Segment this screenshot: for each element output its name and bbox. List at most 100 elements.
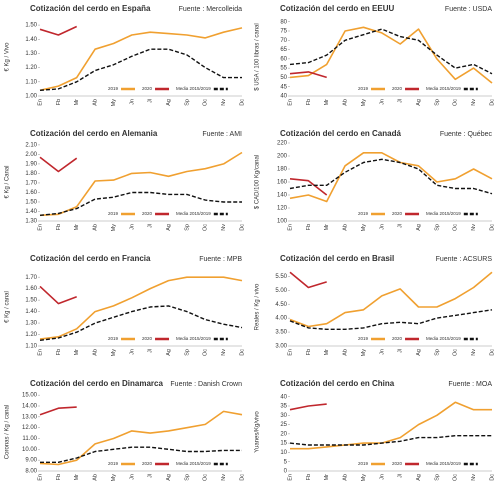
legend-label: 2019 [358, 86, 369, 91]
x-tick-label: Oc [203, 224, 209, 231]
chart-title: Cotización del cerdo en España [30, 4, 151, 13]
x-tick-label: Oc [203, 349, 209, 356]
y-tick-label: 1.50 [25, 200, 37, 206]
x-tick-label: Sp [434, 474, 440, 481]
chart-panel: Cotización del cerdo en China Fuente : MO… [255, 379, 496, 481]
y-axis-label: € Kg / Canal [5, 165, 11, 198]
x-tick-label: Nv [221, 474, 227, 481]
chart-panel: Cotización del cerdo en España Fuente : M… [5, 4, 246, 106]
y-tick-label: 1.90 [25, 162, 37, 168]
x-tick-label: Jl [398, 474, 404, 478]
x-tick-label: Nv [471, 349, 477, 356]
x-tick-label: Jl [398, 349, 404, 353]
y-tick-label: 4.00 [275, 316, 287, 322]
chart-title: Cotización del cerdo en Dinamarca [30, 379, 163, 388]
series-line [39, 285, 77, 305]
x-tick-label: Dc [489, 224, 495, 231]
x-tick-label: Ag [416, 349, 422, 356]
series-line [39, 27, 243, 92]
legend-label: 2020 [142, 86, 153, 91]
series-line [289, 403, 327, 411]
x-tick-label: Mr [74, 349, 80, 356]
legend-label: Media 2015/2019 [426, 211, 461, 216]
legend-label: 2019 [358, 336, 369, 341]
y-axis-label: $ CAD/100 Kg/canal [255, 155, 261, 209]
x-tick-label: Fb [56, 474, 62, 480]
y-tick-label: 2.10 [25, 142, 37, 148]
x-tick-label: Sp [434, 349, 440, 356]
legend-label: 2020 [392, 461, 403, 466]
legend-label: 2019 [108, 461, 119, 466]
x-tick-label: Fb [56, 99, 62, 105]
legend-label: 2019 [358, 461, 369, 466]
chart-title: Cotización del cerdo en Francia [30, 254, 151, 263]
y-tick-label: 1.30 [25, 219, 37, 225]
legend-label: 2020 [392, 211, 403, 216]
y-tick-label: 45 [280, 84, 287, 90]
y-tick-label: 9.00 [25, 458, 37, 464]
y-tick-label: 100 [277, 219, 288, 225]
series-line [39, 410, 243, 466]
y-tick-label: 1.20 [25, 332, 37, 338]
x-tick-label: Ag [166, 349, 172, 356]
y-tick-label: 200 [277, 154, 288, 160]
x-tick-label: En [287, 349, 293, 356]
x-tick-label: Dc [239, 474, 245, 481]
x-tick-label: Nv [221, 224, 227, 231]
x-tick-label: Sp [434, 99, 440, 106]
x-tick-label: My [361, 99, 367, 107]
x-tick-label: My [111, 224, 117, 232]
x-tick-label: Oc [203, 99, 209, 106]
chart-source: Fuente : USDA [445, 6, 492, 13]
x-tick-label: Mr [324, 474, 330, 481]
x-tick-label: Fb [306, 349, 312, 355]
y-tick-label: 40 [280, 394, 287, 400]
chart-source: Fuente : AMI [202, 131, 242, 138]
y-axis-label: € Kg / canal [5, 291, 11, 323]
legend-label: 2019 [108, 86, 119, 91]
legend-label: 2020 [392, 86, 403, 91]
x-tick-label: My [361, 474, 367, 482]
y-tick-label: 35 [280, 404, 287, 410]
series-line [289, 152, 493, 203]
y-tick-label: 180 [277, 167, 288, 173]
series-line [289, 158, 493, 195]
x-tick-label: Ab [343, 349, 349, 356]
series-line [39, 191, 242, 216]
x-tick-label: Jn [129, 349, 135, 355]
chart-panel: Cotización del cerdo en Brasil Fuente : A… [255, 254, 496, 356]
y-tick-label: 5 [284, 459, 288, 465]
y-tick-label: 20 [280, 431, 287, 437]
series-line [289, 271, 493, 328]
y-axis-label: Coronas / Kg / canal [5, 405, 11, 459]
x-tick-label: Ab [93, 349, 99, 356]
series-line [289, 271, 327, 289]
y-tick-label: 1.80 [25, 171, 37, 177]
x-tick-label: Mr [74, 99, 80, 106]
x-tick-label: Oc [453, 474, 459, 481]
x-tick-label: Ab [343, 99, 349, 106]
x-tick-label: Dc [489, 99, 495, 106]
x-tick-label: Sp [184, 224, 190, 231]
y-tick-label: 1.50 [25, 298, 37, 304]
x-tick-label: Nv [471, 474, 477, 481]
x-tick-label: En [287, 99, 293, 106]
y-tick-label: 10.00 [22, 447, 38, 453]
y-tick-label: 14.00 [22, 404, 38, 410]
x-tick-label: Dc [239, 224, 245, 231]
x-tick-label: Oc [453, 349, 459, 356]
legend-label: Media 2015/2019 [176, 86, 211, 91]
y-tick-label: 2.00 [25, 152, 37, 158]
x-tick-label: Oc [453, 224, 459, 231]
legend-label: Media 2015/2019 [176, 336, 211, 341]
x-tick-label: Ag [166, 99, 172, 106]
x-tick-label: Ag [416, 99, 422, 106]
chart-panel: Cotización del cerdo en Alemania Fuente :… [5, 129, 246, 231]
y-tick-label: 30 [280, 413, 287, 419]
x-tick-label: Sp [434, 224, 440, 231]
y-tick-label: 220 [277, 141, 288, 147]
x-tick-label: En [37, 99, 43, 106]
series-line [289, 71, 327, 79]
x-tick-label: Dc [489, 474, 495, 481]
y-tick-label: 0 [284, 469, 288, 475]
